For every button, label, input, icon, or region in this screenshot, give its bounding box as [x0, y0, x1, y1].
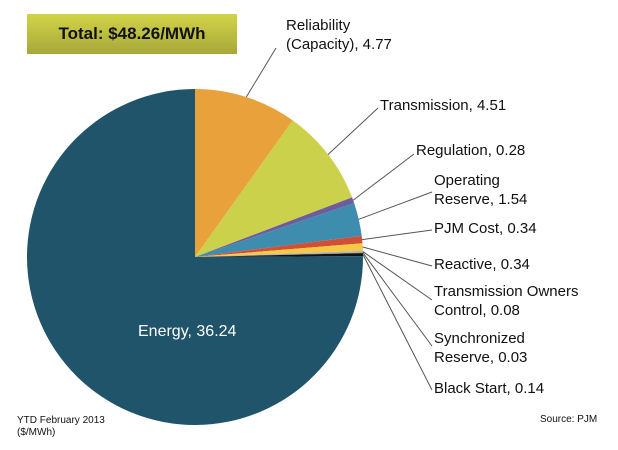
unit-note: ($/MWh) — [17, 427, 56, 438]
label-reliability: Reliability (Capacity), 4.77 — [286, 17, 392, 53]
label-operating-reserve: Operating Reserve, 1.54 — [434, 172, 528, 208]
slice-regulation — [195, 197, 355, 257]
label-energy: Energy, 36.24 — [138, 323, 237, 340]
slice-synchronized-reserve — [195, 252, 363, 257]
leader-line — [362, 229, 433, 241]
leader-line — [352, 153, 415, 201]
footnote: YTD February 2013 — [17, 415, 105, 426]
slice-pjm-cost — [195, 235, 363, 257]
slice-energy — [26, 89, 363, 426]
chart-title: Total: $48.26/MWh — [27, 14, 237, 54]
slice-operating-reserve — [195, 203, 362, 257]
label-pjm-cost: PJM Cost, 0.34 — [434, 220, 537, 237]
leader-line — [327, 107, 379, 155]
leader-line — [362, 254, 433, 391]
slice-reactive — [195, 243, 363, 257]
source: Source: PJM — [540, 414, 598, 425]
leader-line — [362, 252, 433, 347]
leader-line — [358, 191, 433, 220]
leader-line — [362, 251, 433, 301]
label-black-start: Black Start, 0.14 — [434, 380, 545, 397]
label-reactive: Reactive, 0.34 — [434, 256, 530, 273]
label-transmission: Transmission, 4.51 — [380, 97, 507, 114]
label-synchronized-reserve: Synchronized Reserve, 0.03 — [434, 330, 528, 366]
slice-transmission — [195, 120, 353, 257]
label-regulation: Regulation, 0.28 — [416, 142, 526, 159]
leader-line — [362, 246, 433, 267]
slice-transmission-owners-control — [195, 250, 363, 257]
slice-black-start — [195, 253, 363, 257]
leader-line — [245, 47, 277, 98]
slice-reliability-capacity- — [195, 89, 293, 257]
label-to-control: Transmission Owners Control, 0.08 — [434, 283, 579, 319]
